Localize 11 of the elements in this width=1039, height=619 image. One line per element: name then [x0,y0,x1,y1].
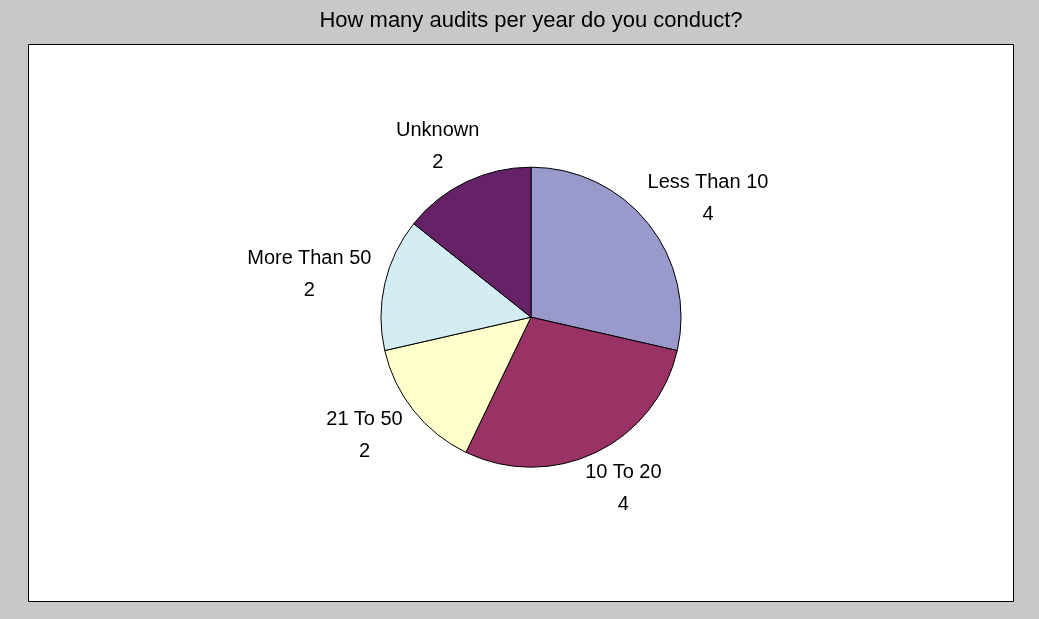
data-label: 4 [702,202,714,225]
data-label: 2 [358,439,371,462]
slice-label: 21 To 50 [326,407,403,430]
slice-label: More Than 50 [247,246,372,269]
slice-label: Less Than 10 [647,170,769,193]
data-label: 4 [617,491,629,514]
chart-title: How many audits per year do you conduct? [319,7,743,33]
data-label: 2 [432,149,444,172]
slice-label: 10 To 20 [585,459,662,482]
data-label: 2 [303,278,315,301]
slice-label: Unknown [396,117,480,140]
